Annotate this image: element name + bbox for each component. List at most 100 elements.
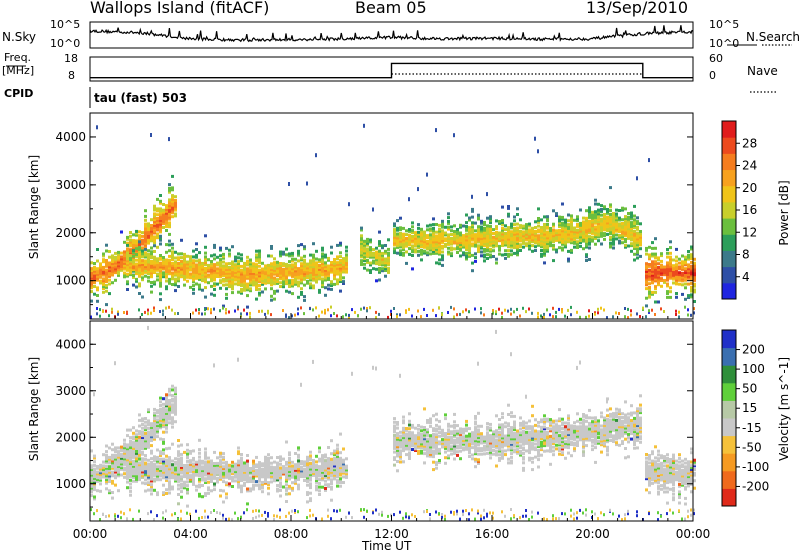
heatmap-cell (177, 269, 180, 273)
heatmap-cell (606, 209, 609, 213)
heatmap-cell (579, 223, 582, 227)
heatmap-cell (93, 512, 95, 516)
heatmap-cell (516, 237, 519, 241)
heatmap-cell (417, 246, 420, 250)
heatmap-cell (276, 478, 279, 482)
heatmap-cell (201, 476, 204, 480)
heatmap-cell (147, 421, 150, 425)
heatmap-cell (549, 240, 552, 244)
heatmap-cell (651, 254, 654, 258)
heatmap-cell (102, 460, 105, 464)
heatmap-cell (315, 272, 318, 276)
heatmap-cell (171, 254, 174, 258)
heatmap-cell (540, 233, 543, 237)
heatmap-cell (102, 267, 105, 271)
heatmap-cell (234, 468, 237, 472)
heatmap-cell (462, 239, 465, 243)
heatmap-cell (288, 271, 291, 275)
heatmap-cell (327, 446, 330, 449)
heatmap-cell (261, 473, 264, 477)
heatmap-cell (96, 271, 99, 274)
heatmap-cell (255, 249, 258, 253)
heatmap-cell (120, 445, 123, 449)
heatmap-cell (225, 262, 228, 266)
heatmap-cell (240, 257, 243, 261)
heatmap-cell (321, 254, 324, 258)
heatmap-cell (228, 271, 231, 275)
heatmap-cell (321, 277, 324, 281)
heatmap-cell (690, 287, 693, 291)
heatmap-cell (438, 306, 440, 310)
heatmap-cell (585, 245, 588, 249)
heatmap-cell (321, 459, 324, 463)
heatmap-cell (156, 424, 159, 427)
heatmap-cell (573, 228, 576, 232)
heatmap-cell (678, 315, 680, 319)
heatmap-cell (327, 264, 330, 268)
heatmap-cell (648, 286, 651, 289)
heatmap-cell (144, 424, 147, 428)
heatmap-cell (336, 464, 339, 468)
heatmap-cell (510, 222, 513, 226)
heatmap-cell (219, 494, 222, 498)
heatmap-cell (516, 222, 519, 226)
heatmap-cell (501, 242, 504, 245)
heatmap-cell (333, 263, 336, 267)
heatmap-cell (189, 512, 191, 516)
heatmap-cell (177, 474, 180, 478)
heatmap-cell (339, 468, 342, 471)
heatmap-cell (537, 224, 540, 228)
heatmap-cell (417, 236, 420, 240)
heatmap-cell (129, 267, 132, 271)
heatmap-cell (432, 226, 435, 230)
heatmap-cell (618, 312, 620, 315)
heatmap-cell (534, 229, 537, 233)
heatmap-cell (105, 459, 108, 463)
heatmap-cell (582, 235, 585, 239)
heatmap-cell (363, 515, 365, 519)
heatmap-cell (192, 263, 195, 266)
heatmap-cell (228, 473, 231, 477)
heatmap-cell (312, 265, 315, 269)
heatmap-cell (306, 483, 309, 487)
heatmap-cell (168, 188, 171, 192)
heatmap-cell (267, 470, 270, 473)
heatmap-cell (102, 468, 105, 472)
heatmap-cell (180, 238, 183, 242)
heatmap-cell (150, 431, 153, 435)
heatmap-cell (195, 267, 198, 271)
heatmap-cell (255, 470, 258, 474)
heatmap-cell (120, 453, 123, 456)
heatmap-cell (156, 224, 159, 228)
heatmap-cell (228, 482, 231, 486)
heatmap-cell (135, 448, 138, 451)
heatmap-cell (183, 465, 186, 469)
heatmap-cell (483, 223, 486, 226)
heatmap-cell (138, 472, 141, 476)
heatmap-cell (342, 468, 345, 471)
heatmap-cell (423, 249, 426, 253)
heatmap-cell (111, 491, 114, 494)
heatmap-cell (327, 459, 330, 462)
heatmap-cell (174, 401, 177, 405)
heatmap-cell (207, 460, 210, 464)
heatmap-cell (669, 286, 672, 290)
heatmap-cell (120, 467, 123, 471)
heatmap-cell (435, 234, 438, 238)
heatmap-cell (105, 278, 108, 282)
heatmap-cell (267, 269, 270, 273)
heatmap-cell (120, 265, 123, 268)
heatmap-cell (414, 236, 417, 240)
heatmap-cell (327, 256, 330, 260)
heatmap-cell (270, 268, 273, 271)
heatmap-cell (639, 235, 642, 239)
heatmap-cell (300, 287, 303, 291)
heatmap-cell (648, 272, 651, 276)
heatmap-cell (102, 287, 105, 290)
heatmap-cell (150, 224, 153, 227)
heatmap-cell (192, 477, 195, 481)
heatmap-cell (261, 271, 264, 275)
heatmap-cell (195, 242, 198, 246)
heatmap-cell (207, 471, 210, 475)
heatmap-cell (537, 234, 540, 238)
